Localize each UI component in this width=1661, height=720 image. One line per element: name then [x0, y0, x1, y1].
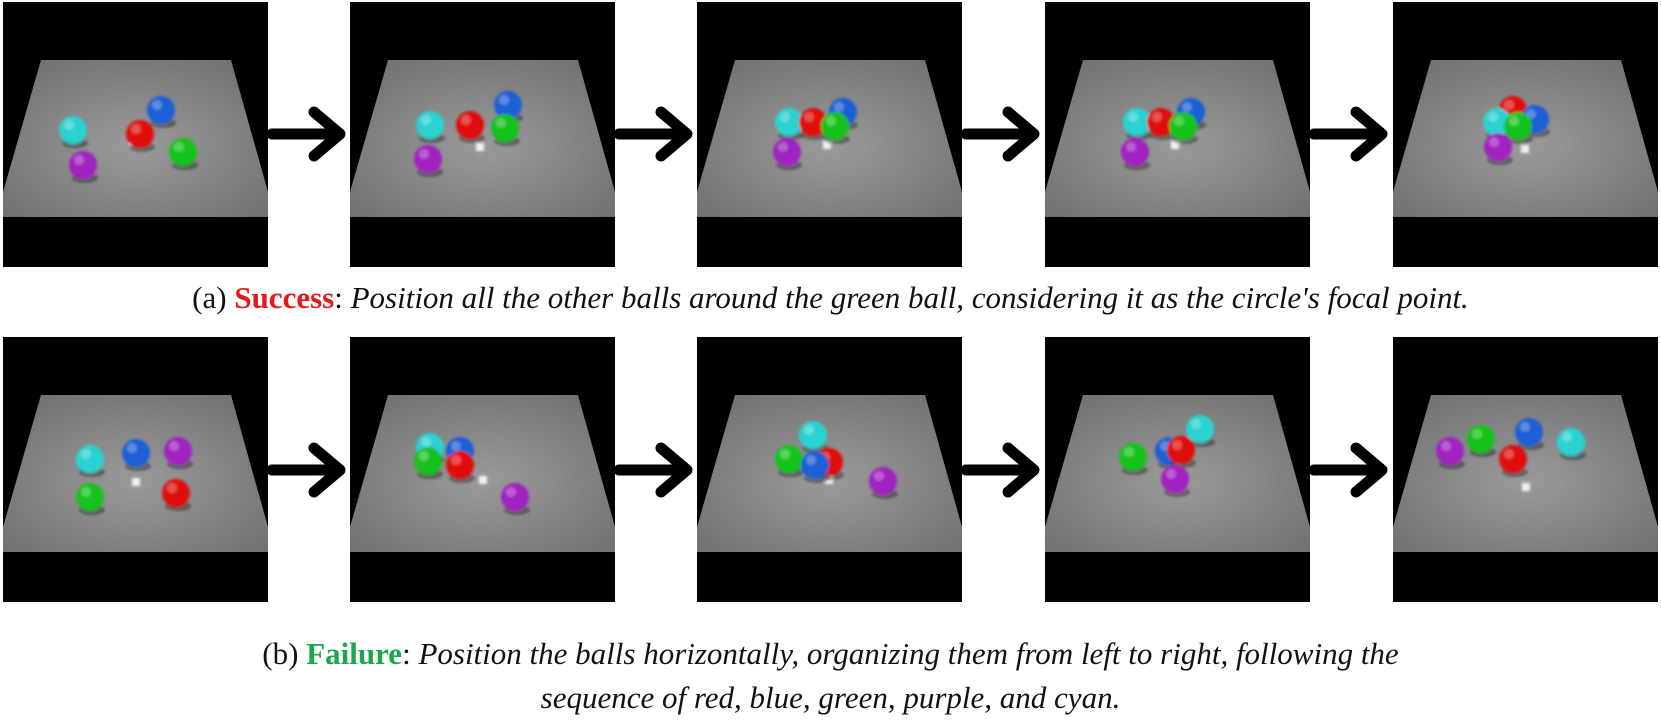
arrow-right-icon [960, 104, 1042, 164]
cyan-ball [416, 111, 444, 139]
caption-a-colon: : [334, 280, 351, 315]
caption-b-instruction: Position the balls horizontally, organiz… [418, 636, 1399, 671]
green-ball [775, 445, 803, 473]
cyan-ball [76, 445, 104, 473]
cyan-ball [775, 108, 803, 136]
cyan-ball [1557, 428, 1585, 456]
blue-ball [801, 451, 829, 479]
arrow-right-icon [613, 440, 695, 500]
cyan-ball [1123, 108, 1151, 136]
frame-b-1 [3, 337, 268, 602]
gripper-marker [825, 476, 833, 484]
caption-b-instruction-line2: sequence of red, blue, green, purple, an… [540, 680, 1121, 715]
caption-b-colon: : [402, 636, 419, 671]
purple-ball [869, 467, 897, 495]
gripper-marker [476, 143, 484, 151]
gripper-marker [479, 476, 487, 484]
purple-ball [414, 145, 442, 173]
cyan-ball [59, 116, 87, 144]
gripper-marker [132, 478, 140, 486]
purple-ball [1484, 133, 1512, 161]
blue-ball [147, 96, 175, 124]
caption-a-label: Success [234, 280, 335, 315]
red-ball [162, 479, 190, 507]
caption-a-prefix: (a) [192, 280, 235, 315]
frame-a-2 [350, 2, 615, 267]
green-ball [491, 114, 519, 142]
red-ball [1167, 436, 1195, 464]
frame-a-1 [3, 2, 268, 267]
cyan-ball [1186, 415, 1214, 443]
green-ball [1504, 112, 1532, 140]
red-ball [1499, 445, 1527, 473]
arrow-right-icon [266, 440, 348, 500]
arrow-right-icon [266, 104, 348, 164]
frame-b-3 [697, 337, 962, 602]
blue-ball [1515, 418, 1543, 446]
caption-a: (a) Success: Position all the other ball… [0, 276, 1661, 320]
purple-ball [69, 151, 97, 179]
gripper-marker [1522, 483, 1530, 491]
frame-b-5 [1393, 337, 1658, 602]
red-ball [446, 451, 474, 479]
caption-b-label: Failure [306, 636, 403, 671]
purple-ball [1161, 465, 1189, 493]
caption-b: (b) Failure: Position the balls horizont… [0, 632, 1661, 720]
green-ball [169, 138, 197, 166]
caption-b-prefix: (b) [262, 636, 307, 671]
red-ball [456, 111, 484, 139]
purple-ball [164, 437, 192, 465]
blue-ball [122, 439, 150, 467]
green-ball [1467, 425, 1495, 453]
green-ball [821, 112, 849, 140]
purple-ball [501, 483, 529, 511]
frame-b-2 [350, 337, 615, 602]
frame-a-4 [1045, 2, 1310, 267]
green-ball [414, 447, 442, 475]
red-ball [126, 120, 154, 148]
frame-a-5 [1393, 2, 1658, 267]
gripper-marker [823, 141, 831, 149]
green-ball [1169, 112, 1197, 140]
purple-ball [1121, 138, 1149, 166]
arrow-right-icon [1308, 104, 1390, 164]
purple-ball [1436, 437, 1464, 465]
frame-b-4 [1045, 337, 1310, 602]
green-ball [76, 483, 104, 511]
purple-ball [773, 138, 801, 166]
cyan-ball [799, 421, 827, 449]
arrow-right-icon [1308, 440, 1390, 500]
green-ball [1119, 443, 1147, 471]
caption-a-instruction: Position all the other balls around the … [350, 280, 1469, 315]
gripper-marker [1521, 145, 1529, 153]
arrow-right-icon [613, 104, 695, 164]
gripper-marker [1171, 141, 1179, 149]
arrow-right-icon [960, 440, 1042, 500]
frame-a-3 [697, 2, 962, 267]
